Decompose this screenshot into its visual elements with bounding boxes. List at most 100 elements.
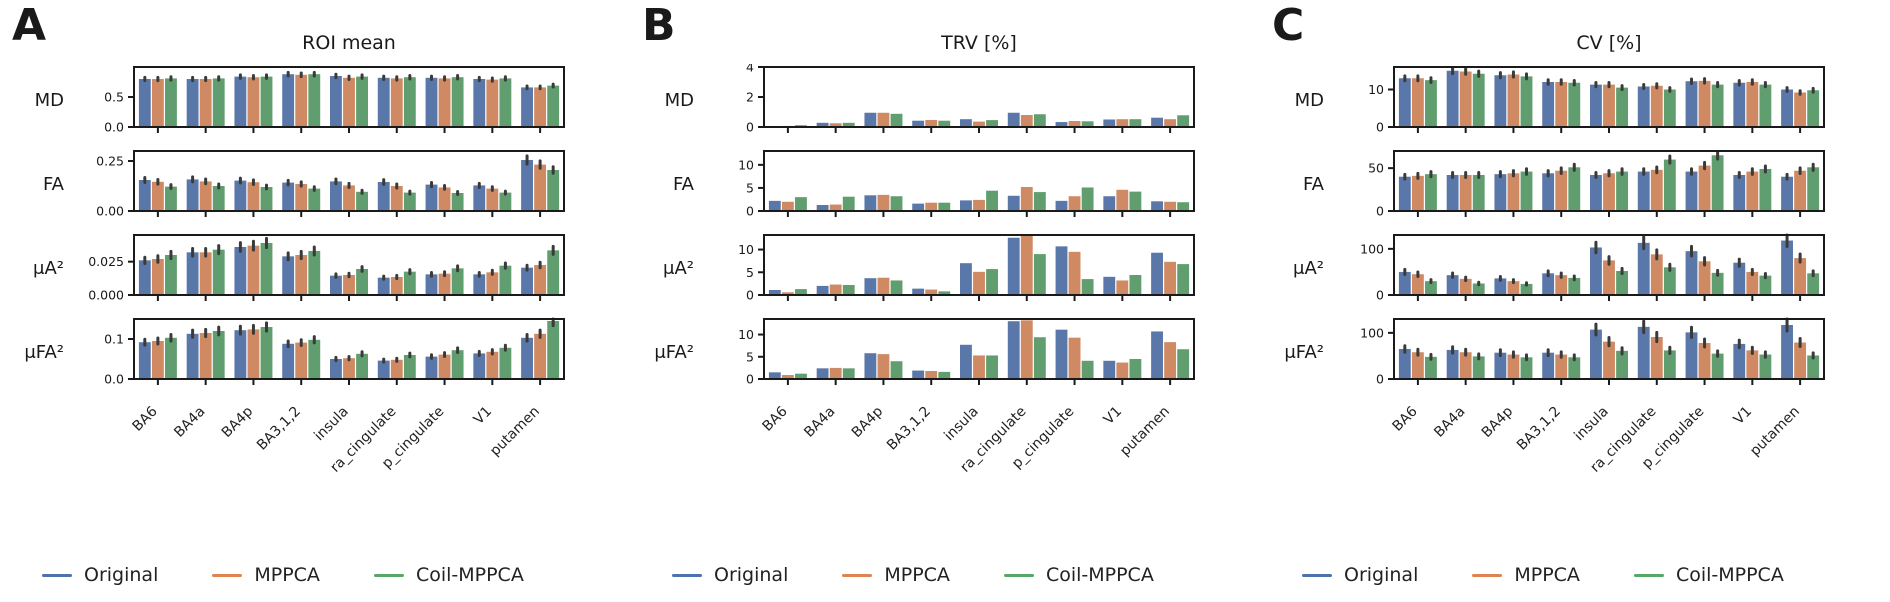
bar	[521, 87, 533, 127]
bar	[1398, 271, 1411, 295]
bar	[1103, 196, 1116, 211]
bar	[1685, 332, 1698, 379]
bar	[1746, 171, 1759, 211]
x-tick-label: insula	[1571, 404, 1612, 445]
subplot-MD: 0 10	[1368, 66, 1825, 135]
bar	[795, 373, 807, 379]
plot-border	[1393, 234, 1825, 296]
bar	[1068, 337, 1081, 379]
bar	[1020, 187, 1033, 211]
legend-line-icon	[1302, 573, 1332, 577]
bar	[151, 79, 164, 127]
panel-letter-a: A	[12, 0, 47, 51]
bar	[186, 179, 199, 211]
bar	[438, 187, 451, 211]
x-tick-label: BA6	[760, 403, 791, 434]
x-tick-label: BA3,1,2	[1514, 404, 1564, 454]
bar	[1398, 349, 1411, 379]
bar	[330, 76, 342, 127]
bar	[925, 289, 938, 295]
bar	[1020, 235, 1033, 295]
bar	[1616, 350, 1628, 379]
chart-row-FA: FA 0 5 10	[630, 148, 1260, 220]
chart-row-μFA²: μFA² 0 100	[1260, 316, 1890, 388]
bar	[1507, 74, 1520, 127]
bar	[1759, 354, 1772, 379]
bar	[308, 74, 321, 127]
bar	[1520, 76, 1533, 127]
bar	[451, 268, 464, 295]
bar	[1568, 277, 1581, 295]
bar	[521, 337, 533, 379]
bar	[1590, 84, 1602, 127]
plot-border	[133, 66, 565, 128]
bar	[1103, 119, 1116, 127]
bar	[1494, 174, 1507, 211]
bar	[1663, 267, 1676, 295]
bar	[1590, 175, 1602, 211]
bar	[390, 277, 403, 295]
bar	[1151, 331, 1163, 379]
x-tick-label: BA4p	[1479, 403, 1517, 441]
panel-a: A ROI mean MD 0.0 0.5 FA 0.00 0.25 μA² 0.000 0.0…	[0, 0, 630, 602]
plot-border	[763, 318, 1195, 380]
bar	[1472, 73, 1485, 127]
bar	[1116, 362, 1129, 379]
bar	[234, 247, 247, 295]
row-label: FA	[42, 173, 64, 195]
plot-border	[1393, 318, 1825, 380]
bar	[212, 78, 225, 127]
legend-item-MPPCA: MPPCA	[842, 564, 950, 586]
bar	[960, 119, 972, 127]
bar	[890, 196, 903, 211]
bar	[781, 375, 794, 379]
legend-item-Original: Original	[1302, 564, 1418, 586]
bar	[165, 337, 177, 379]
bar	[781, 292, 794, 295]
bar	[138, 260, 151, 295]
bar	[343, 185, 355, 211]
y-tick-label: 0.0	[104, 120, 124, 135]
bar	[1507, 354, 1520, 379]
bar	[199, 252, 212, 295]
subplot-MD: 0 2 4	[746, 64, 1195, 135]
bar	[1650, 85, 1663, 127]
bar	[1542, 173, 1555, 211]
bar	[165, 78, 177, 127]
bar	[247, 182, 260, 211]
bar	[151, 181, 164, 211]
bar	[199, 333, 212, 379]
legend-label: Coil-MPPCA	[1675, 564, 1784, 586]
panel-c: C CV [%] MD 0 10 FA 0 50 μA² 0 100 μFA² 0 100 BA6 BA…	[1260, 0, 1890, 602]
bar	[1663, 350, 1676, 379]
bar	[247, 245, 260, 295]
y-tick-label: 0	[1376, 120, 1384, 135]
bar	[308, 339, 321, 379]
x-tick-label: insula	[311, 404, 352, 445]
bar	[1603, 260, 1615, 295]
bar	[1425, 80, 1437, 127]
bar	[1103, 276, 1116, 295]
y-tick-label: 0.25	[96, 154, 124, 169]
legend-item-MPPCA: MPPCA	[212, 564, 320, 586]
chart-rows: MD 0 2 4 FA 0 5 10 μA² 0 5 10 μFA² 0 5 10	[630, 64, 1260, 400]
y-tick-label: 0	[746, 372, 754, 387]
chart-row-μA²: μA² 0.000 0.025	[0, 232, 630, 304]
bar	[473, 185, 486, 211]
bar	[425, 184, 438, 211]
bar	[829, 123, 842, 127]
bar	[1177, 349, 1190, 379]
bar	[912, 288, 925, 295]
bar	[1507, 173, 1520, 211]
bar	[499, 192, 512, 211]
bar	[165, 186, 177, 211]
bar	[1007, 321, 1020, 379]
bar	[829, 204, 842, 211]
legend-label: Original	[714, 564, 789, 586]
bar	[343, 275, 355, 295]
bar	[425, 77, 438, 127]
bar	[986, 120, 998, 127]
bar	[816, 368, 829, 379]
bar	[282, 256, 295, 295]
legend-line-icon	[672, 573, 702, 577]
